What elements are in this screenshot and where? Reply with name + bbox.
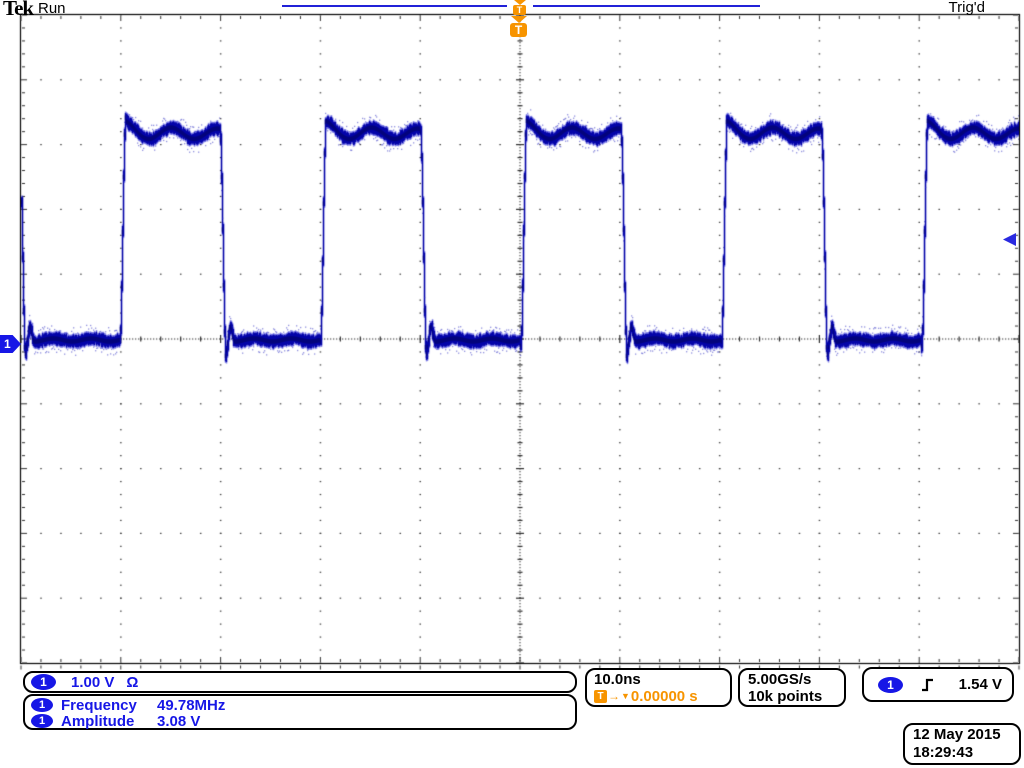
delay-arrow-icon: → xyxy=(608,688,620,703)
timebase-value: 10.0ns xyxy=(594,671,641,688)
trigger-readout[interactable]: 1 1.54 V xyxy=(862,667,1014,702)
trigger-level-value: 1.54 V xyxy=(958,676,1002,693)
channel1-coupling-icon: Ω xyxy=(126,673,139,691)
trigger-position-arrow-icon xyxy=(513,0,526,5)
date-value: 12 May 2015 xyxy=(913,726,1001,743)
channel1-ground-marker[interactable]: 1 xyxy=(0,335,21,353)
expansion-point-marker[interactable]: T xyxy=(510,16,527,37)
channel1-badge: 1 xyxy=(31,714,53,728)
measurements-readout[interactable]: 1 Frequency 49.78MHz 1 Amplitude 3.08 V xyxy=(23,694,577,730)
acquisition-readout[interactable]: 5.00GS/s 10k points xyxy=(738,668,846,707)
record-view-line-left xyxy=(282,5,507,7)
record-length-value: 10k points xyxy=(748,688,823,705)
record-view-line-right xyxy=(533,5,760,7)
trigger-position-arrow-icon xyxy=(510,16,527,23)
sample-rate-value: 5.00GS/s xyxy=(748,671,812,688)
channel1-scale-value: 1.00 V xyxy=(71,673,115,691)
rising-edge-icon xyxy=(922,678,933,691)
trigger-source-badge: 1 xyxy=(878,676,903,693)
horizontal-readout[interactable]: 10.0ns T → ▼ 0.00000 s xyxy=(585,668,732,707)
trigger-t-icon: T xyxy=(513,5,526,15)
trigger-t-icon: T xyxy=(510,23,527,37)
datetime-readout[interactable]: 12 May 2015 18:29:43 xyxy=(903,723,1021,765)
measurement-row: 1 Frequency 49.78MHz xyxy=(31,696,575,714)
channel1-badge: 1 xyxy=(31,698,53,712)
measurement-name: Amplitude xyxy=(61,712,135,730)
measurement-name: Frequency xyxy=(61,696,137,714)
acquisition-status: Run xyxy=(38,0,66,17)
trigger-t-icon: T xyxy=(594,689,607,703)
tek-logo: Tek xyxy=(3,0,34,20)
measurement-row: 1 Amplitude 3.08 V xyxy=(31,712,575,730)
measurement-value: 49.78MHz xyxy=(157,696,226,714)
channel1-scale-readout[interactable]: 1 1.00 V Ω xyxy=(23,671,577,693)
trigger-delay-value: 0.00000 s xyxy=(630,687,698,705)
measurement-value: 3.08 V xyxy=(157,712,201,730)
time-value: 18:29:43 xyxy=(913,744,974,761)
trigger-status: Trig'd xyxy=(948,0,985,16)
delay-marker-icon: ▼ xyxy=(621,690,630,701)
trigger-position-marker-top[interactable]: T xyxy=(513,0,526,15)
channel1-badge: 1 xyxy=(31,674,56,690)
